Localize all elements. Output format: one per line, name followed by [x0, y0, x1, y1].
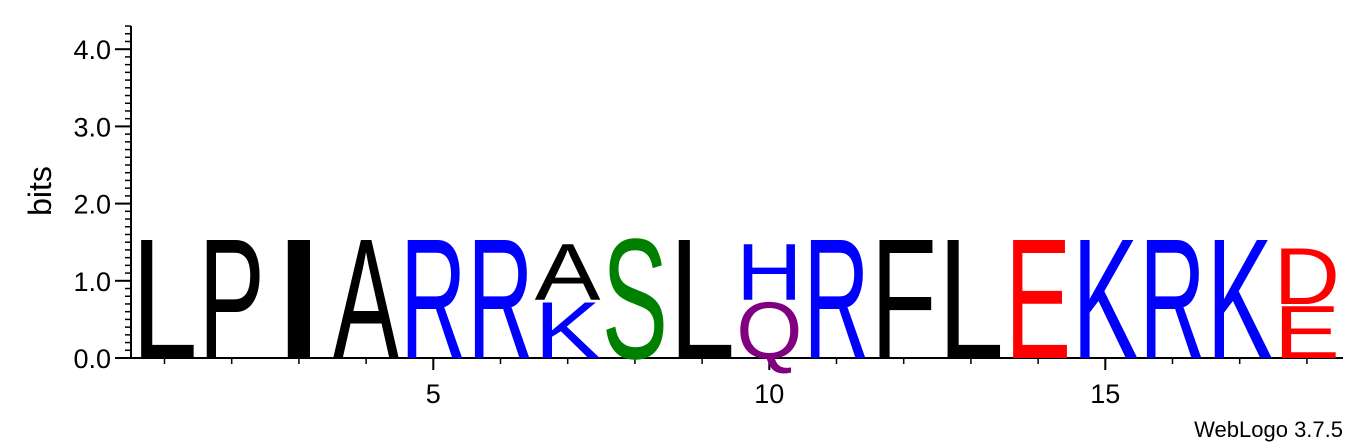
y-tick-label: 1.0 — [73, 267, 111, 297]
axes: 0.0 1.0 2.0 3.0 4.0 5 10 15 — [73, 25, 1343, 409]
logo-letter-k: K — [1207, 203, 1273, 395]
weblogo-credit: WebLogo 3.7.5 — [1194, 417, 1343, 442]
logo-letter-a: A — [535, 228, 601, 318]
logo-letter-f: F — [871, 204, 937, 395]
logo-letter-d: D — [1274, 232, 1340, 322]
y-tick-label: 2.0 — [73, 190, 111, 220]
logo-letter-e: E — [1274, 290, 1340, 374]
y-axis-title: bits — [22, 166, 58, 216]
x-tick-label: 15 — [1090, 379, 1120, 409]
x-tick-label: 10 — [754, 379, 784, 409]
logo-letter-r: R — [1139, 203, 1205, 395]
logo-letter-r: R — [400, 203, 466, 395]
logo-letter-i: I — [266, 203, 332, 395]
logo-letter-k: K — [1072, 203, 1138, 395]
logo-letter-k: K — [535, 286, 601, 376]
logo-letter-h: H — [736, 228, 802, 318]
x-tick-label: 5 — [426, 379, 441, 409]
logo-letter-p: P — [199, 203, 265, 395]
logo-letter-l: L — [669, 203, 735, 395]
y-tick-label: 3.0 — [73, 112, 111, 142]
logo-letter-s: S — [602, 203, 668, 395]
logo-letter-r: R — [467, 203, 533, 395]
logo-letter-e: E — [1005, 203, 1071, 395]
logo-letter-l: L — [131, 203, 197, 395]
logo-letters: L P I A R R KA S L QH R F L E K R K ED — [131, 202, 1340, 395]
logo-letter-l: L — [938, 203, 1004, 395]
logo-letter-a: A — [333, 202, 399, 394]
y-tick-label: 4.0 — [73, 35, 111, 65]
logo-letter-r: R — [803, 203, 869, 395]
logo-letter-q: Q — [736, 285, 802, 375]
y-tick-label: 0.0 — [73, 344, 111, 374]
